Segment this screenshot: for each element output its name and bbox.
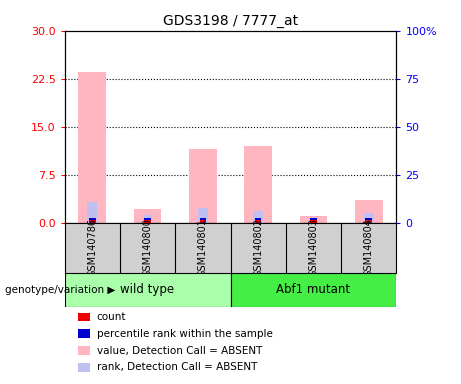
Bar bbox=[198, 208, 208, 223]
Bar bbox=[200, 220, 206, 223]
Text: Abf1 mutant: Abf1 mutant bbox=[277, 283, 350, 296]
Title: GDS3198 / 7777_at: GDS3198 / 7777_at bbox=[163, 14, 298, 28]
Text: rank, Detection Call = ABSENT: rank, Detection Call = ABSENT bbox=[97, 362, 257, 372]
Text: GSM140803: GSM140803 bbox=[308, 218, 319, 277]
Bar bbox=[144, 218, 151, 220]
Bar bbox=[310, 218, 317, 220]
Bar bbox=[253, 211, 263, 223]
Bar bbox=[144, 220, 151, 223]
Bar bbox=[65, 273, 230, 307]
Bar bbox=[244, 146, 272, 223]
Bar bbox=[189, 149, 217, 223]
Bar bbox=[308, 221, 319, 223]
Bar bbox=[366, 220, 372, 223]
Bar bbox=[364, 213, 374, 223]
Bar bbox=[134, 209, 161, 223]
Bar bbox=[87, 202, 97, 223]
Text: percentile rank within the sample: percentile rank within the sample bbox=[97, 329, 273, 339]
Bar bbox=[78, 72, 106, 223]
Text: GSM140800: GSM140800 bbox=[142, 218, 153, 277]
Text: GSM140804: GSM140804 bbox=[364, 218, 374, 277]
Text: GSM140802: GSM140802 bbox=[253, 218, 263, 277]
Text: GSM140786: GSM140786 bbox=[87, 218, 97, 277]
Bar bbox=[255, 218, 261, 220]
Text: count: count bbox=[97, 312, 126, 322]
Bar bbox=[255, 220, 261, 223]
Bar bbox=[200, 218, 206, 220]
Bar bbox=[355, 200, 383, 223]
Bar bbox=[89, 220, 95, 223]
Bar bbox=[300, 216, 327, 223]
Text: genotype/variation ▶: genotype/variation ▶ bbox=[5, 285, 115, 295]
Bar bbox=[366, 218, 372, 220]
Text: value, Detection Call = ABSENT: value, Detection Call = ABSENT bbox=[97, 346, 262, 356]
Text: GSM140801: GSM140801 bbox=[198, 218, 208, 277]
Bar bbox=[142, 215, 153, 223]
Bar bbox=[310, 220, 317, 223]
Bar bbox=[89, 218, 95, 220]
Text: wild type: wild type bbox=[120, 283, 175, 296]
Bar bbox=[230, 273, 396, 307]
